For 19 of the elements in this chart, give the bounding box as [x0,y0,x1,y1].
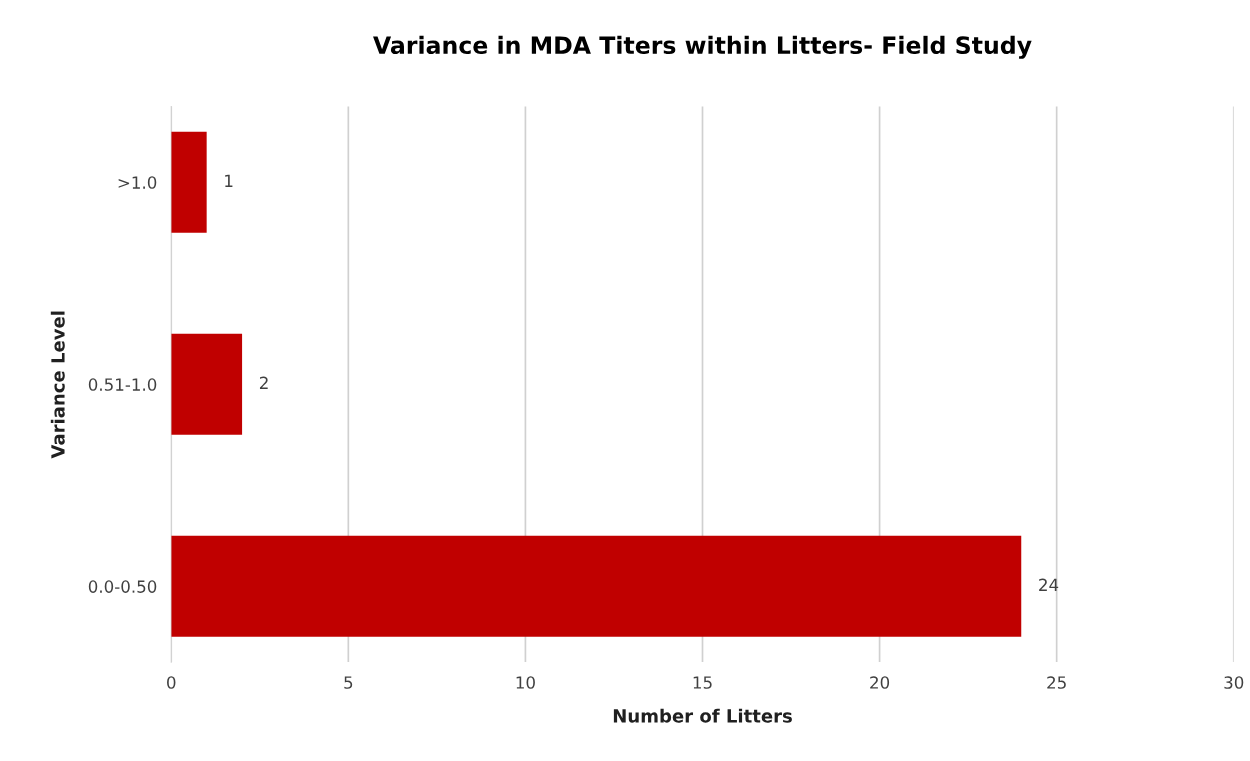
x-tick-label: 30 [1224,676,1244,689]
y-tick-label: 0.51-1.0 [88,378,157,391]
x-tick-label: 25 [1047,676,1066,689]
x-tick-label: 15 [693,676,712,689]
data-label: 1 [225,174,233,187]
bar [171,333,243,435]
bar [171,131,207,233]
y-tick-label: 0.0-0.50 [88,580,157,593]
y-tick-label: >1.0 [118,176,157,189]
data-label: 24 [1039,578,1059,591]
x-tick-label: 0 [167,676,176,689]
bar [171,535,1022,637]
x-axis-title: Number of Litters [613,708,792,723]
data-label: 2 [259,376,268,389]
y-axis-title: Variance Level [50,311,65,459]
x-tick-label: 5 [344,676,353,689]
x-tick-label: 10 [516,676,535,689]
x-tick-label: 20 [870,676,890,689]
chart-title: Variance in MDA Titers within Litters- Field Study [373,35,1032,59]
